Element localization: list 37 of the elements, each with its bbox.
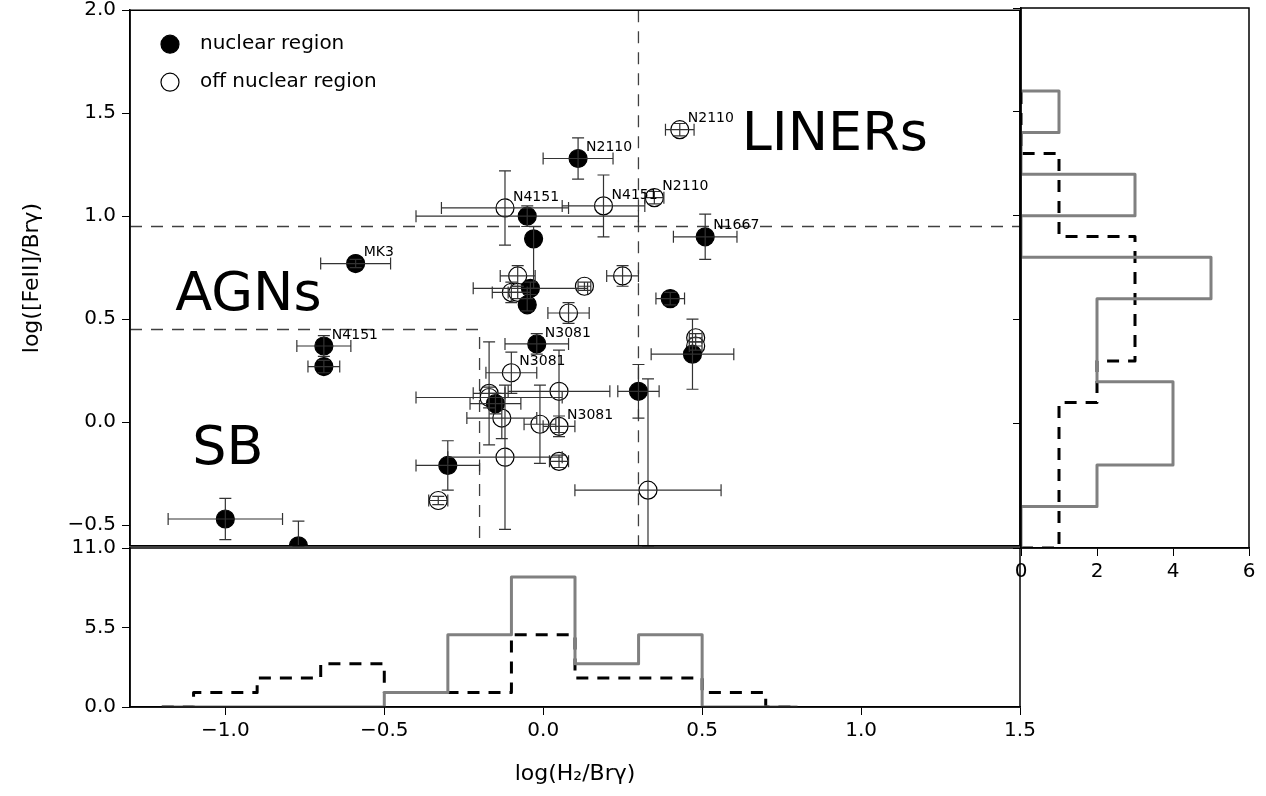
y-tick-label: 0.0	[84, 693, 116, 718]
x-tick-label: −0.5	[360, 717, 409, 742]
x-tick-label: 0.0	[527, 717, 560, 742]
annotation: N2110	[662, 177, 709, 194]
y-tick-label: −0.5	[67, 511, 116, 536]
point	[523, 229, 544, 249]
x-tick-label: 6	[1242, 558, 1256, 583]
x-tick-label: −1.0	[201, 717, 250, 742]
y-tick-label: 1.5	[84, 99, 116, 124]
y-tick-label: 2.0	[84, 0, 116, 21]
x-axis-title: log(H₂/Brγ)	[514, 759, 636, 785]
annotation: AGNs	[175, 259, 322, 323]
annotation: MK3	[363, 243, 394, 260]
annotation: LINERs	[741, 100, 928, 164]
point	[346, 253, 366, 274]
y-axis-title: log([FeII]/Brγ)	[17, 202, 43, 354]
annotation: N4151	[512, 187, 560, 204]
y-tick-label: 0.0	[84, 408, 116, 433]
y-tick-label: 11.0	[71, 534, 116, 559]
annotation: N2110	[687, 109, 734, 126]
legend-label: nuclear region	[200, 30, 345, 55]
x-tick-label: 0.5	[686, 717, 719, 742]
x-tick-label: 2	[1090, 558, 1104, 583]
annotation: SB	[192, 414, 264, 478]
legend-label: off nuclear region	[200, 68, 377, 93]
y-tick-label: 1.0	[84, 202, 116, 227]
x-tick-label: 4	[1166, 558, 1180, 583]
annotation: N3081	[519, 352, 566, 369]
x-tick-label: 1.5	[1004, 717, 1036, 742]
y-tick-label: 0.5	[84, 305, 116, 330]
annotation: N2110	[586, 138, 633, 155]
x-tick-label: 1.0	[845, 717, 877, 742]
annotation: N3081	[544, 323, 591, 340]
annotation: N3081	[567, 405, 614, 422]
annotation: N1667	[713, 216, 760, 233]
y-tick-label: 5.5	[84, 613, 116, 638]
annotation: N4151	[331, 325, 378, 342]
